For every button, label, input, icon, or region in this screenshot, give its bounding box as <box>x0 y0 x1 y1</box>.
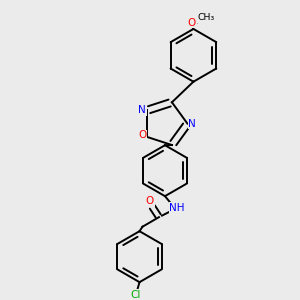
Text: N: N <box>188 118 196 129</box>
Text: N: N <box>138 105 146 116</box>
Text: Cl: Cl <box>131 290 141 300</box>
Text: O: O <box>146 196 154 206</box>
Text: CH₃: CH₃ <box>197 13 215 22</box>
Text: NH: NH <box>169 202 185 212</box>
Text: O: O <box>188 18 196 28</box>
Text: O: O <box>138 130 146 140</box>
